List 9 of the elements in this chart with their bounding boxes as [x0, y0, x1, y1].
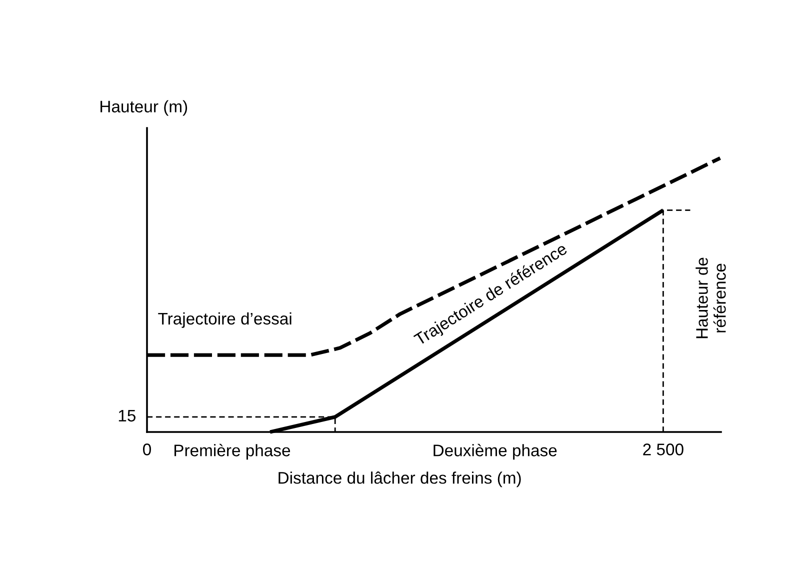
text: Première phase — [174, 444, 290, 460]
x-tick-label: 0 — [143, 444, 151, 456]
x-axis-title: Distance du lâcher des freins (m) — [278, 472, 521, 488]
annotation: Hauteur de référence — [696, 258, 726, 338]
x-tick-label: 2 500 — [643, 444, 684, 456]
text: Deuxième phase — [434, 444, 557, 460]
annotation: Trajectoire d’essai — [158, 312, 292, 328]
y-axis-title: Hauteur (m) — [100, 100, 188, 116]
text: 15 — [118, 410, 136, 422]
